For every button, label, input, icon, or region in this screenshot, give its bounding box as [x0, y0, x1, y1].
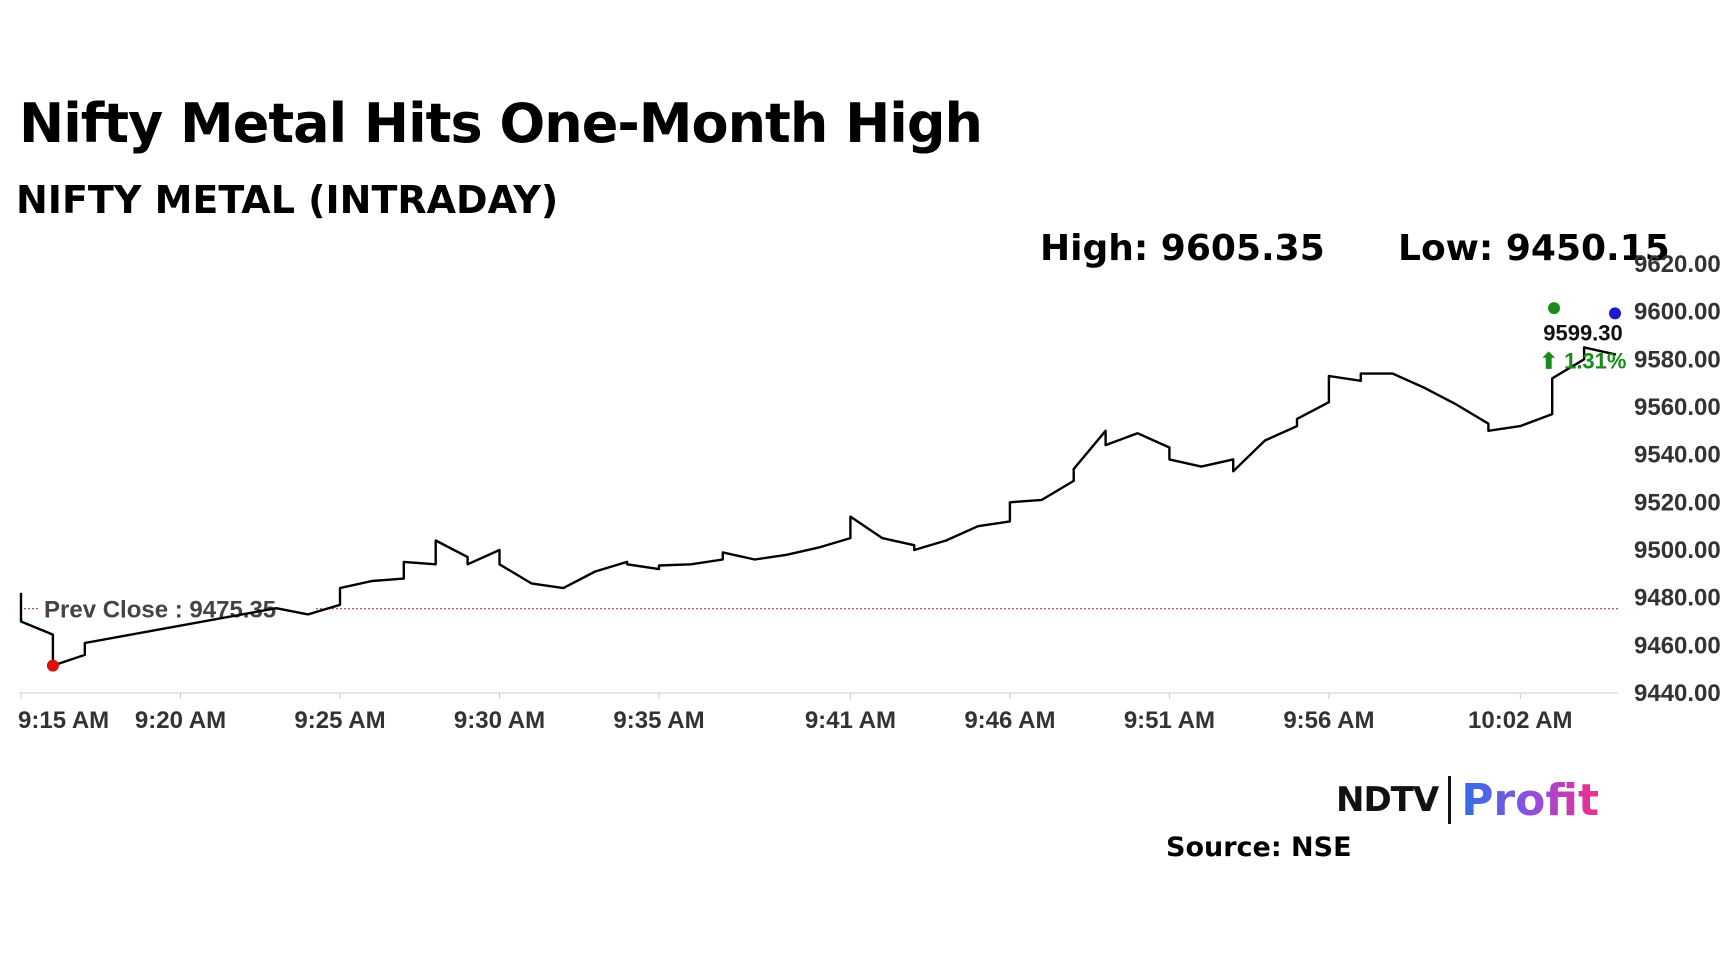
last-price-marker	[1609, 307, 1621, 320]
high-marker	[1548, 302, 1560, 315]
x-tick-label: 9:35 AM	[613, 707, 704, 734]
y-tick-label: 9580.00	[1634, 346, 1721, 373]
x-tick-label: 9:30 AM	[454, 707, 545, 734]
prev-close-label-bg	[40, 596, 314, 630]
last-change-value: 1.31%	[1564, 348, 1626, 373]
y-tick-label: 9620.00	[1634, 251, 1721, 278]
brand-primary: NDTV	[1336, 780, 1439, 820]
y-tick-label: 9480.00	[1634, 585, 1721, 612]
chart-subtitle: NIFTY METAL (INTRADAY)	[16, 178, 559, 222]
last-price-label: 9599.30	[1543, 320, 1623, 345]
y-tick-label: 9460.00	[1634, 632, 1721, 659]
y-tick-label: 9560.00	[1634, 394, 1721, 421]
y-tick-label: 9440.00	[1634, 680, 1721, 707]
low-marker	[46, 659, 59, 672]
intraday-line-chart: Prev Close : 9475.35 9:15 AM 9:20 AM 9:25 …	[18, 251, 1721, 734]
ndtv-profit-logo: NDTV Profit	[1336, 772, 1599, 828]
price-line	[19, 346, 1617, 667]
x-tick-label: 9:56 AM	[1283, 707, 1374, 734]
y-tick-label: 9500.00	[1634, 537, 1721, 564]
y-tick-label: 9520.00	[1634, 489, 1721, 516]
y-tick-label: 9600.00	[1634, 299, 1721, 326]
chart-title: Nifty Metal Hits One-Month High	[19, 92, 983, 155]
y-tick-label: 9540.00	[1634, 442, 1721, 469]
x-tick-label: 9:41 AM	[805, 707, 896, 734]
source-note: Source: NSE	[1166, 832, 1352, 863]
brand-divider	[1448, 776, 1452, 824]
x-tick-label: 9:51 AM	[1124, 707, 1215, 734]
brand-secondary: Profit	[1461, 774, 1600, 826]
up-arrow-icon: ⬆	[1540, 348, 1565, 373]
x-tick-label: 9:46 AM	[964, 707, 1055, 734]
x-tick-label: 9:20 AM	[135, 707, 226, 734]
x-tick-label: 10:02 AM	[1468, 707, 1572, 734]
x-tick-label: 9:15 AM	[18, 707, 109, 734]
day-low-label: Low: 9450.15	[1398, 228, 1670, 269]
day-high-label: High: 9605.35	[1040, 228, 1325, 269]
prev-close-label: Prev Close : 9475.35	[44, 597, 276, 624]
last-change-label: ⬆ 1.31%	[1540, 348, 1627, 373]
x-tick-label: 9:25 AM	[294, 707, 385, 734]
